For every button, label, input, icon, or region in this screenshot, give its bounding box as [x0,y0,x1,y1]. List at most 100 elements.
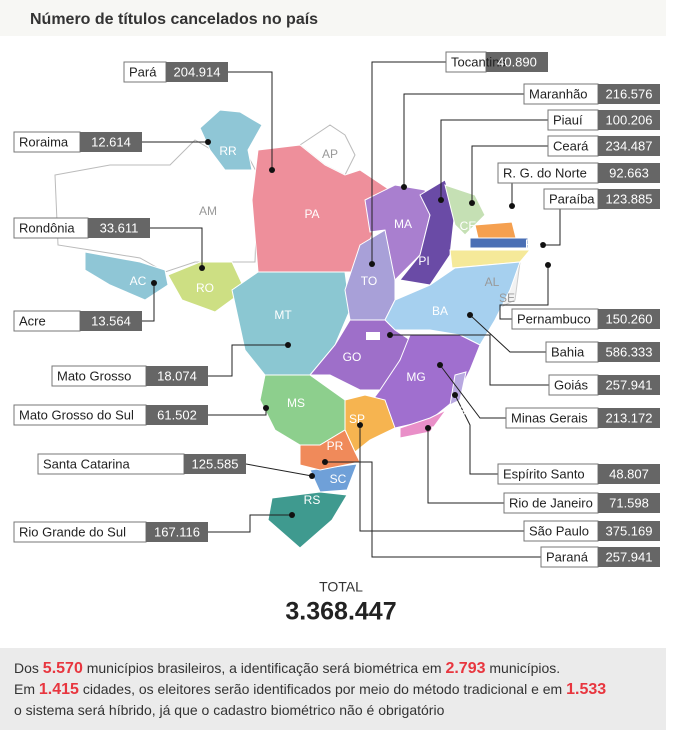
leader-dot [309,473,315,479]
note-number: 2.793 [445,660,486,677]
state [199,109,263,171]
value-box [146,366,208,386]
leader-dot [289,512,295,518]
state-abbr: AC [130,274,147,288]
leader-line [439,364,506,419]
value-box [166,62,228,82]
value-box [598,309,660,329]
note-text: municípios brasileiros, a identificação … [82,660,446,676]
state [267,491,348,549]
state-name: Espírito Santo [503,466,585,481]
state-name: Mato Grosso [57,368,131,383]
state-name: Acre [19,313,46,328]
leader-line [245,463,313,477]
leader-dot [540,242,546,248]
note-line: Em 1.415 cidades, os eleitores serão ide… [14,679,652,700]
state-name: Rio Grande do Sul [19,524,126,539]
leader-dot [438,197,444,203]
value-box [598,493,660,513]
region-outline [54,139,259,273]
value-box [184,454,246,474]
note-text: Em [14,681,39,697]
state-name: Roraima [19,134,69,149]
leader-line [142,283,155,322]
state-value: 18.074 [157,368,197,383]
leader-dot [322,459,328,465]
note-line: o sistema será híbrido, já que o cadastr… [14,700,652,721]
states [84,109,532,549]
state-abbr: GO [343,350,362,364]
state-name: Pernambuco [517,311,591,326]
leader-dot [452,392,458,398]
state-abbr: TO [361,274,377,288]
value-box [598,521,660,541]
value-box [486,52,548,72]
state-value: 71.598 [609,495,649,510]
state-value: 234.487 [606,138,653,153]
state-abbr: PA [304,207,319,221]
state-name: Santa Catarina [43,456,130,471]
value-box [598,136,660,156]
note-text: o sistema será híbrido, já que o cadastr… [14,702,445,718]
state-abbr: MA [394,217,412,231]
state-name: Rondônia [19,220,75,235]
note-number: 1.415 [38,681,79,698]
note-text: Dos [14,660,43,676]
state [299,429,361,471]
state-name: Ceará [553,138,589,153]
value-box [88,218,150,238]
state-abbr: PR [327,439,344,453]
state-abbr: RR [219,144,237,158]
region-abbr: AM [199,204,217,218]
leader-line [469,314,546,353]
leader-dot [205,139,211,145]
leader-line [208,408,267,416]
state-name: Paraíba [549,191,595,206]
leaders [142,61,561,558]
leader-line [208,344,288,377]
state-abbr: RJ [431,424,446,438]
state-abbr: SC [330,472,347,486]
leader-line [390,334,549,386]
value-box [598,189,660,209]
value-box [80,132,142,152]
map: Número de títulos cancelados no país TOT… [0,0,666,626]
state-name: Mato Grosso do Sul [19,407,134,422]
leader-line [471,145,548,203]
state-value: 375.169 [606,523,653,538]
state-abbr: PI [418,254,429,268]
state-abbr: MT [274,308,292,322]
state-value: 12.614 [91,134,131,149]
value-box [598,163,660,183]
state-abbr: PE [525,257,541,271]
leader-line [427,428,504,504]
value-box [598,375,660,395]
leader-line [325,461,541,558]
state-value: 123.885 [606,191,653,206]
labels: PA Pará 204.914 RR Roraima 12.614 RO Rondônia 33… [13,51,660,568]
state-value: 92.663 [609,165,649,180]
state-value: 40.890 [497,54,537,69]
leader-dot [269,167,275,173]
state-abbr: CE [460,219,477,233]
leader-line [228,71,273,170]
state-name: Bahia [551,344,585,359]
value-box [598,110,660,130]
value-box [598,464,660,484]
state-value: 216.576 [606,86,653,101]
region-abbr: AL [485,275,500,289]
note-line: Dos 5.570 municípios brasileiros, a iden… [14,658,652,679]
state-name: Paraná [546,549,589,564]
value-box [80,311,142,331]
value-box [598,547,660,567]
state-name: Tocantins [451,54,506,69]
value-box [598,84,660,104]
state-abbr: RN [499,209,516,223]
leader-line [371,61,446,264]
state-value: 13.564 [91,313,131,328]
leader-dot [425,425,431,431]
state-value: 586.333 [606,344,653,359]
leader-dot [545,262,551,268]
state-value: 61.502 [157,407,197,422]
